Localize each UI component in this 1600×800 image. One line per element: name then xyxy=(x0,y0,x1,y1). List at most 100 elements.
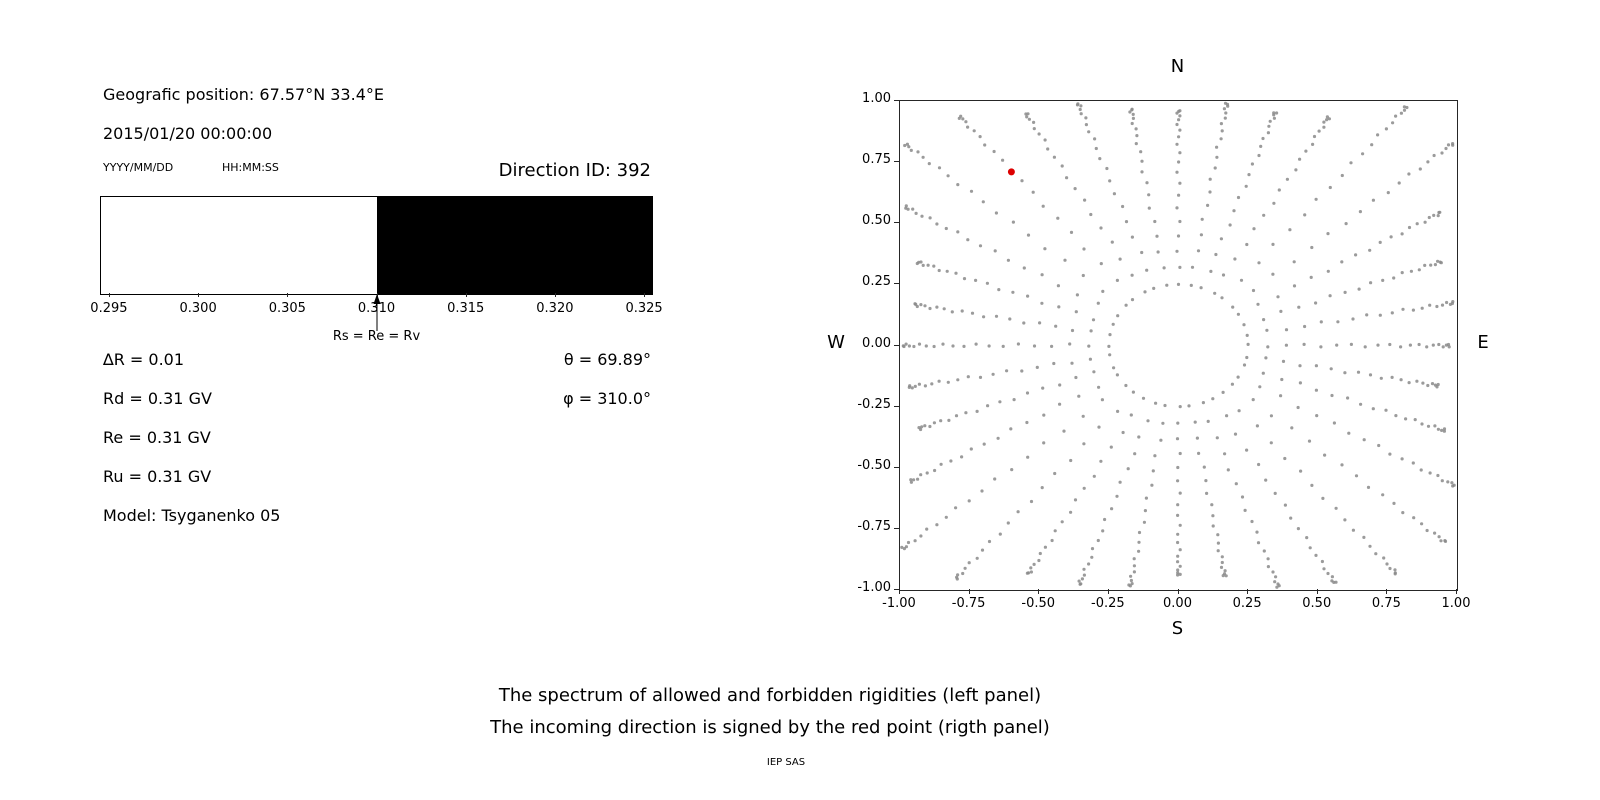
scatter-dot xyxy=(1368,248,1372,252)
scatter-dot xyxy=(1206,203,1210,207)
spectrum-tick-label: 0.300 xyxy=(179,301,217,316)
scatter-dot xyxy=(1216,541,1220,545)
scatter-dot xyxy=(1121,430,1125,435)
scatter-dot xyxy=(1211,514,1215,518)
scatter-dot xyxy=(1145,268,1149,272)
scatter-dot xyxy=(928,216,932,220)
scatter-dot xyxy=(1178,114,1182,118)
scatter-dot xyxy=(1436,259,1440,263)
scatter-dot xyxy=(1001,344,1005,348)
scatter-dot xyxy=(1322,125,1326,129)
scatter-dot xyxy=(1056,284,1060,288)
scatter-dot xyxy=(1150,483,1154,487)
scatter-dot xyxy=(1042,413,1046,417)
scatter-dot xyxy=(997,288,1001,292)
scatter-dot xyxy=(1177,193,1181,197)
scatter-dot xyxy=(955,577,959,581)
scatter-dot xyxy=(1176,540,1180,545)
scatter-dot xyxy=(1178,572,1182,576)
scatter-dot xyxy=(914,211,918,215)
scatter-dot xyxy=(1239,278,1244,282)
scatter-dot xyxy=(1204,479,1208,483)
scatter-dot xyxy=(1101,289,1105,293)
scatter-dot xyxy=(1195,436,1199,440)
scatter-dot xyxy=(1043,138,1047,142)
scatter-dot xyxy=(1208,190,1212,194)
scatter-dot xyxy=(935,222,939,226)
scatter-dot xyxy=(966,238,970,242)
spectrum-tick-mark xyxy=(108,293,110,297)
scatter-dot xyxy=(1252,227,1256,231)
scatter-dot xyxy=(1154,401,1158,405)
scatter-dot xyxy=(1281,359,1286,363)
scatter-dot xyxy=(925,527,929,531)
scatter-dot xyxy=(1178,564,1182,568)
scatter-dot xyxy=(1426,160,1430,164)
scatter-dot xyxy=(923,304,927,308)
scatter-dot xyxy=(1298,364,1302,368)
scatter-dot xyxy=(1400,457,1404,461)
scatter-dot xyxy=(1223,452,1227,456)
scatter-dot xyxy=(1415,222,1419,226)
scatter-dot xyxy=(1196,249,1201,253)
scatter-dot xyxy=(1151,469,1155,473)
scatter-dot xyxy=(1386,191,1390,195)
scatter-dot xyxy=(1314,301,1318,305)
scatter-dot xyxy=(1446,342,1451,347)
scatter-dot xyxy=(962,344,966,348)
scatter-dot xyxy=(978,135,982,139)
scatter-dot xyxy=(1376,133,1380,137)
scatter-dot xyxy=(956,573,960,577)
scatter-dot xyxy=(1347,431,1351,435)
scatter-dot xyxy=(1328,294,1332,298)
scatter-dot xyxy=(1219,137,1223,141)
scatter-dot xyxy=(1025,420,1029,425)
scatter-dot xyxy=(1074,310,1078,314)
scatter-dot xyxy=(986,404,990,408)
model-text: Model: Tsyganenko 05 xyxy=(103,506,281,525)
scatter-dot xyxy=(1215,145,1219,149)
scatter-dot xyxy=(1147,193,1151,197)
scatter-dot xyxy=(1029,566,1033,570)
scatter-dot xyxy=(1079,104,1083,108)
scatter-dot xyxy=(1408,343,1412,347)
scatter-dot xyxy=(1225,414,1229,418)
scatter-dot xyxy=(1326,269,1330,273)
scatter-dot xyxy=(1187,404,1191,408)
scatter-dot xyxy=(1323,453,1327,457)
scatter-dot xyxy=(1371,198,1375,202)
scatter-dot xyxy=(1132,570,1136,574)
scatter-dot xyxy=(1336,320,1340,324)
scatter-dot xyxy=(1137,549,1141,553)
scatter-dot xyxy=(919,473,923,477)
scatter-dot xyxy=(1213,291,1217,295)
scatter-dot xyxy=(1038,321,1042,325)
scatter-dot xyxy=(1381,278,1385,282)
scatter-dot xyxy=(1319,345,1323,349)
scatter-dot xyxy=(1445,300,1449,305)
geo-position-text: Geografic position: 67.57°N 33.4°E xyxy=(103,85,384,104)
scatter-dot xyxy=(917,342,922,346)
scatter-dot xyxy=(1065,176,1069,180)
scatter-dot xyxy=(1452,483,1456,487)
scatter-dot xyxy=(1220,555,1224,559)
scatter-dot xyxy=(1099,459,1103,463)
scatter-dot xyxy=(1357,287,1361,291)
scatter-dot xyxy=(947,418,951,422)
scatter-dot xyxy=(1251,398,1255,402)
y-tick-mark xyxy=(894,589,899,590)
scatter-dot xyxy=(1420,422,1424,426)
scatter-dot xyxy=(1269,414,1273,418)
scatter-dot xyxy=(1208,177,1212,181)
spectrum-tick-label: 0.305 xyxy=(268,301,306,316)
scatter-dot xyxy=(1314,553,1318,557)
scatter-dot xyxy=(1134,142,1138,146)
scatter-dot xyxy=(1176,532,1180,536)
scatter-dot xyxy=(1269,441,1273,445)
scatter-dot xyxy=(944,515,948,519)
scatter-dot xyxy=(1026,455,1030,459)
scatter-dot xyxy=(1400,271,1404,275)
scatter-dot xyxy=(1296,405,1300,410)
scatter-dot xyxy=(994,211,998,215)
scatter-dot xyxy=(1271,242,1275,246)
